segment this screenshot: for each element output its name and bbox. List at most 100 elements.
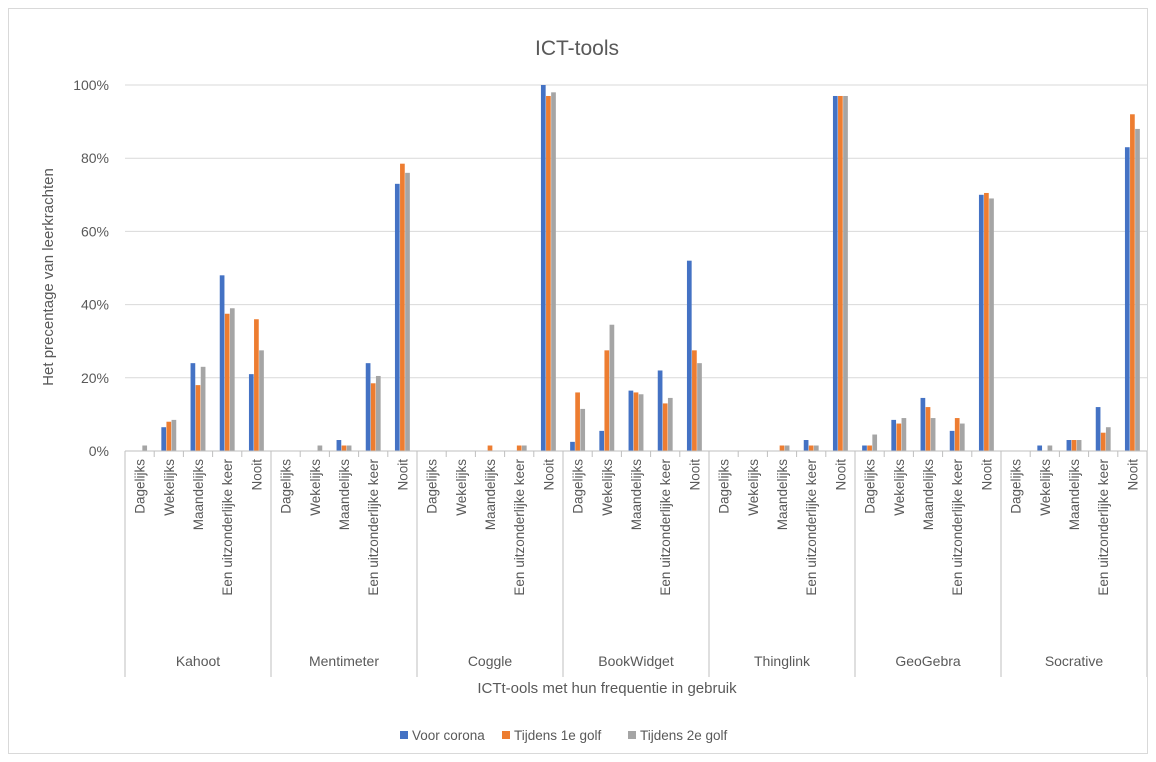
y-axis-label: Het precentage van leerkrachten xyxy=(40,168,57,386)
x-subcategory-label: Nooit xyxy=(979,459,994,491)
bar xyxy=(1047,445,1053,451)
y-tick-label: 80% xyxy=(81,150,109,166)
x-group-label: GeoGebra xyxy=(895,653,961,669)
x-subcategory-label: Een uitzonderlijke keer xyxy=(220,458,235,595)
chart-frame: ICT-tools Het precentage van leerkrachte… xyxy=(8,8,1148,754)
x-group-label: Socrative xyxy=(1045,653,1104,669)
x-subcategory-label: Een uitzonderlijke keer xyxy=(366,458,381,595)
x-group-label: Thinglink xyxy=(754,653,811,669)
chart-title: ICT-tools xyxy=(535,37,619,60)
x-subcategory-label: Maandelijks xyxy=(921,459,936,531)
bar xyxy=(662,403,668,451)
x-subcategory-label: Wekelijks xyxy=(454,459,469,516)
bar xyxy=(1066,440,1072,451)
bar xyxy=(959,423,965,451)
bar xyxy=(599,430,605,451)
bar xyxy=(516,445,522,451)
bars xyxy=(142,85,1140,452)
bar xyxy=(341,445,347,451)
category-axis: Dagelijks Wekelijks Maandelijks Een uitzond… xyxy=(124,450,1148,677)
bar xyxy=(667,397,673,451)
legend-label: Tijdens 2e golf xyxy=(640,728,728,743)
bar xyxy=(628,390,634,451)
bar xyxy=(692,350,697,451)
bar xyxy=(1124,147,1130,451)
x-subcategory-label: Maandelijks xyxy=(775,459,790,531)
bar xyxy=(930,418,936,451)
x-subcategory-label: Nooit xyxy=(541,459,556,491)
bar xyxy=(394,183,400,451)
bar xyxy=(638,394,644,451)
y-tick-label: 0% xyxy=(89,443,109,459)
x-subcategory-label: Wekelijks xyxy=(1038,459,1053,516)
x-subcategory-label: Een uitzonderlijke keer xyxy=(1096,458,1111,595)
x-subcategory-label: Nooit xyxy=(249,459,264,491)
bar xyxy=(949,430,955,451)
x-subcategory-label: Een uitzonderlijke keer xyxy=(804,458,819,595)
y-tick-label: 100% xyxy=(73,77,109,93)
x-subcategory-label: Een uitzonderlijke keer xyxy=(512,458,527,595)
x-group-label: Mentimeter xyxy=(309,653,379,669)
bar xyxy=(872,434,878,451)
x-subcategory-label: Nooit xyxy=(687,459,702,491)
bar xyxy=(920,397,926,451)
x-subcategory-label: Maandelijks xyxy=(483,459,498,531)
bar xyxy=(405,172,410,451)
x-subcategory-label: Dagelijks xyxy=(279,459,294,514)
bar xyxy=(604,350,610,451)
bar xyxy=(546,95,551,451)
bar xyxy=(1037,445,1043,451)
chart-svg: ICT-tools Het precentage van leerkrachte… xyxy=(40,37,1148,743)
bar xyxy=(657,370,663,451)
x-subcategory-label: Nooit xyxy=(833,459,848,491)
bar xyxy=(551,92,556,451)
legend-swatch xyxy=(628,731,636,739)
x-subcategory-label: Wekelijks xyxy=(746,459,761,516)
bar xyxy=(229,308,235,451)
bar xyxy=(171,419,177,451)
bar xyxy=(219,275,225,451)
x-subcategory-label: Wekelijks xyxy=(308,459,323,516)
x-subcategory-label: Dagelijks xyxy=(571,459,586,514)
x-subcategory-label: Een uitzonderlijke keer xyxy=(950,458,965,595)
x-subcategory-label: Dagelijks xyxy=(133,459,148,514)
x-subcategory-label: Maandelijks xyxy=(191,459,206,531)
bar xyxy=(487,445,493,451)
x-subcategory-label: Maandelijks xyxy=(629,459,644,531)
bar xyxy=(195,385,201,451)
x-subcategory-label: Maandelijks xyxy=(337,459,352,531)
bar xyxy=(1135,128,1140,452)
x-subcategory-label: Maandelijks xyxy=(1067,459,1082,531)
x-axis-label: ICTt-ools met hun frequentie in gebruik xyxy=(477,680,737,697)
bar xyxy=(370,383,376,451)
legend-label: Tijdens 1e golf xyxy=(514,728,602,743)
bar xyxy=(954,418,960,451)
gridlines: 0% 20% 40% 60% 80% 100% xyxy=(73,77,1147,459)
x-subcategory-label: Een uitzonderlijke keer xyxy=(658,458,673,595)
x-subcategory-label: Wekelijks xyxy=(162,459,177,516)
bar xyxy=(400,163,405,451)
bar xyxy=(779,445,785,451)
bar xyxy=(317,445,323,451)
x-subcategory-label: Dagelijks xyxy=(425,459,440,514)
y-tick-label: 20% xyxy=(81,370,109,386)
x-subcategory-label: Dagelijks xyxy=(717,459,732,514)
bar xyxy=(1076,440,1082,451)
bar xyxy=(891,419,897,451)
bar xyxy=(609,324,615,451)
x-subcategory-label: Wekelijks xyxy=(892,459,907,516)
bar xyxy=(142,445,148,451)
bar xyxy=(254,319,259,451)
bar xyxy=(346,445,352,451)
bar xyxy=(248,374,254,451)
bar xyxy=(200,366,206,451)
bar xyxy=(570,441,575,451)
bar xyxy=(862,445,867,451)
bar xyxy=(803,440,809,451)
bar xyxy=(575,392,580,451)
x-subcategory-label: Nooit xyxy=(1125,459,1140,491)
legend-swatch xyxy=(400,731,408,739)
bar xyxy=(365,363,371,451)
bar xyxy=(1095,407,1101,451)
bar xyxy=(1105,427,1111,451)
